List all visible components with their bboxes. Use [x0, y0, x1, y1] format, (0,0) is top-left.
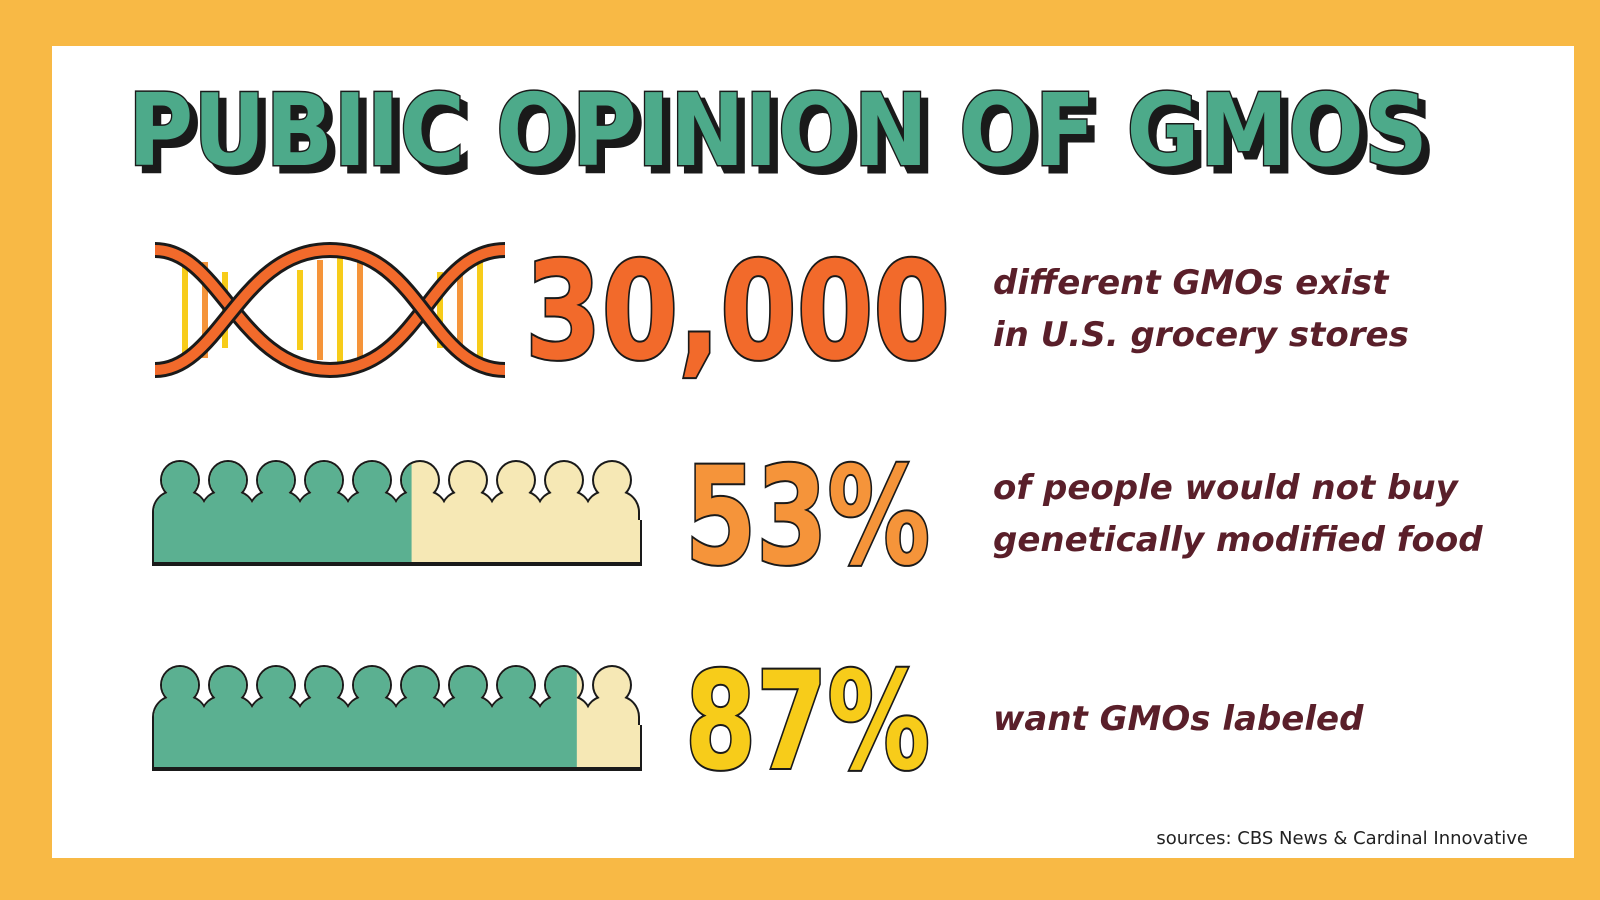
stat-description: of people would not buy — [993, 468, 1460, 508]
source: sources: CBS News & Cardinal Innovative — [1156, 828, 1528, 849]
title-shadow: PUBIIC OPINION OF GMOS — [135, 79, 1435, 196]
stat-description: want GMOs labeled — [993, 699, 1364, 739]
stat-description: different GMOs exist — [993, 263, 1390, 303]
people-bar — [152, 665, 642, 771]
title: PUBIIC OPINION OF GMOS — [128, 72, 1428, 189]
people-fill — [154, 462, 412, 562]
stat-number: 30,000 — [525, 233, 950, 390]
stat-description: genetically modified food — [993, 520, 1483, 560]
dna-icon — [154, 241, 506, 379]
people-bar — [152, 460, 642, 566]
people-fill — [154, 667, 577, 767]
stat-number: 53% — [685, 438, 930, 595]
stat-description: in U.S. grocery stores — [993, 315, 1409, 355]
stat-number: 87% — [685, 643, 930, 800]
